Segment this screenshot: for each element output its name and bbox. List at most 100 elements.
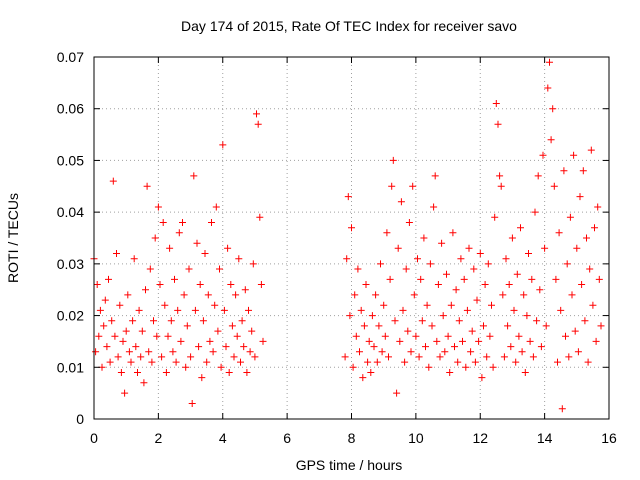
data-point xyxy=(191,306,199,314)
data-point xyxy=(377,260,384,268)
data-point xyxy=(198,374,206,382)
data-point xyxy=(423,301,431,309)
data-point xyxy=(594,203,602,211)
data-point xyxy=(499,291,507,299)
data-point xyxy=(237,358,244,366)
data-point xyxy=(372,291,380,299)
data-point xyxy=(562,332,569,340)
data-point xyxy=(357,306,365,314)
data-point xyxy=(158,353,166,361)
data-point xyxy=(546,58,553,66)
data-point xyxy=(451,343,458,351)
data-point xyxy=(143,182,151,190)
data-point xyxy=(171,275,178,283)
data-point xyxy=(475,337,483,345)
data-point xyxy=(496,172,504,180)
data-point xyxy=(418,317,426,325)
data-point xyxy=(563,260,571,268)
data-point xyxy=(491,213,499,221)
data-point xyxy=(504,322,512,330)
data-point xyxy=(578,281,586,288)
data-point xyxy=(180,291,188,299)
data-point xyxy=(410,291,418,299)
data-point xyxy=(539,151,547,159)
data-point xyxy=(364,358,372,366)
data-point xyxy=(441,348,449,356)
data-point xyxy=(402,265,410,273)
data-point xyxy=(550,182,558,190)
x-axis-label: GPS time / hours xyxy=(296,457,403,473)
data-point xyxy=(471,358,479,366)
data-point xyxy=(401,358,409,366)
data-point xyxy=(430,203,438,211)
data-point xyxy=(238,317,246,325)
data-point xyxy=(206,337,214,345)
data-point xyxy=(583,234,590,242)
data-point xyxy=(465,244,473,252)
data-point xyxy=(438,239,446,247)
data-point xyxy=(507,343,515,351)
data-point xyxy=(148,358,156,366)
data-point xyxy=(591,224,598,232)
data-point xyxy=(199,317,207,325)
data-point xyxy=(159,219,167,226)
data-point xyxy=(359,374,367,382)
data-point xyxy=(454,358,462,366)
data-point xyxy=(570,151,578,159)
data-point xyxy=(397,198,405,206)
data-point xyxy=(557,306,565,314)
data-point xyxy=(253,110,260,118)
data-point xyxy=(520,291,528,299)
data-point xyxy=(105,275,112,283)
data-point xyxy=(193,239,201,247)
x-tick-label: 6 xyxy=(283,430,291,446)
data-point xyxy=(140,379,148,387)
data-point xyxy=(100,322,108,330)
data-point xyxy=(228,322,236,330)
data-point xyxy=(109,177,117,185)
data-point xyxy=(232,291,240,299)
data-point xyxy=(378,348,386,356)
data-point xyxy=(235,255,243,263)
data-point xyxy=(224,244,232,252)
data-point xyxy=(386,275,394,283)
data-point xyxy=(463,306,471,314)
data-point xyxy=(367,369,375,376)
data-point xyxy=(182,363,190,371)
data-point xyxy=(117,369,125,376)
data-point xyxy=(187,353,195,361)
data-point xyxy=(225,369,233,376)
x-tick-label: 10 xyxy=(408,430,424,446)
x-tick-label: 4 xyxy=(219,430,227,446)
data-point xyxy=(467,348,475,356)
data-point xyxy=(568,291,576,299)
data-point xyxy=(101,296,109,304)
data-point xyxy=(212,203,220,211)
data-point xyxy=(415,353,423,361)
data-point xyxy=(352,332,360,340)
chart-title: Day 174 of 2015, Rate Of TEC Index for r… xyxy=(181,18,517,34)
data-point xyxy=(404,327,412,335)
data-point xyxy=(122,327,130,335)
data-point xyxy=(211,301,219,309)
data-point xyxy=(177,337,185,345)
data-point xyxy=(175,229,183,237)
data-point xyxy=(125,348,133,356)
data-point xyxy=(560,167,568,175)
data-point xyxy=(587,146,595,154)
data-point xyxy=(245,306,252,314)
data-point xyxy=(425,363,433,371)
data-point xyxy=(531,208,539,216)
data-point xyxy=(203,358,211,366)
x-tick-label: 12 xyxy=(472,430,488,446)
data-point xyxy=(174,306,182,314)
data-point xyxy=(396,337,404,345)
data-point xyxy=(356,348,363,356)
y-tick-label: 0.01 xyxy=(57,359,84,375)
gridlines xyxy=(94,57,609,419)
data-point xyxy=(523,312,531,320)
data-point xyxy=(134,369,141,376)
data-point xyxy=(555,229,563,237)
data-point xyxy=(132,343,140,351)
data-point xyxy=(566,213,574,221)
